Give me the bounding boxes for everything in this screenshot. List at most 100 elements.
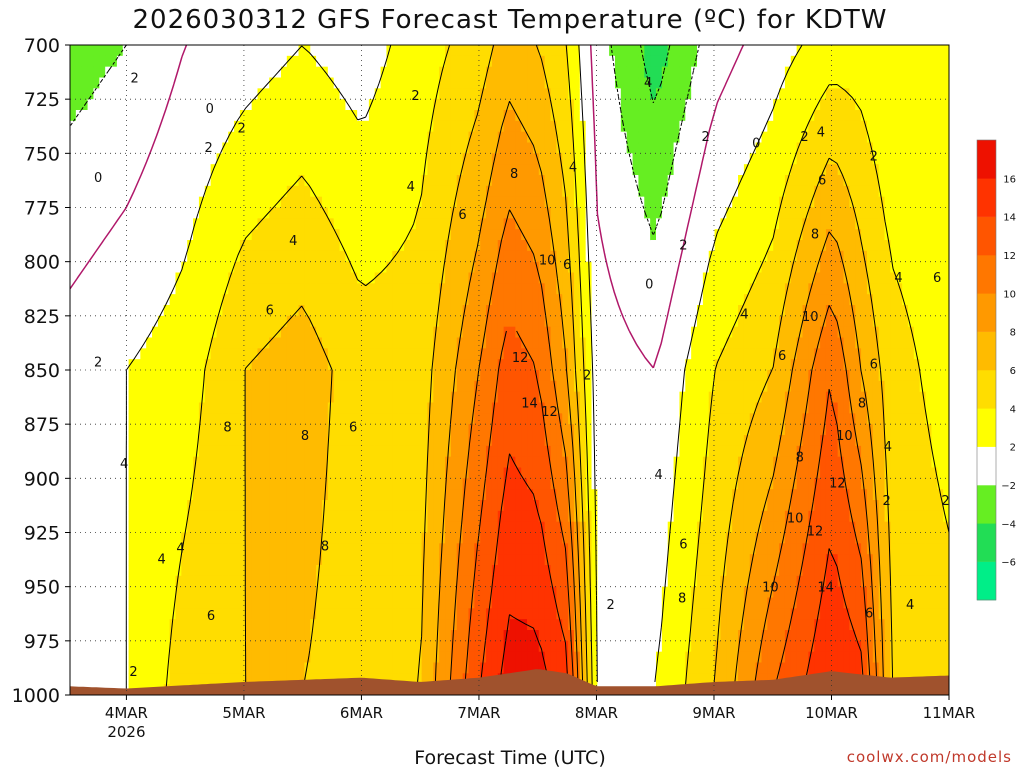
temperature-cell — [368, 467, 376, 479]
temperature-cell — [474, 207, 481, 219]
temperature-cell — [198, 554, 206, 566]
temperature-cell — [93, 532, 100, 544]
temperature-cell — [327, 456, 335, 469]
temperature-cell — [550, 185, 557, 198]
temperature-cell — [263, 619, 270, 631]
temperature-cell — [357, 305, 364, 317]
temperature-cell — [486, 565, 493, 577]
temperature-cell — [116, 359, 124, 371]
temperature-cell — [450, 250, 458, 263]
temperature-cell — [316, 402, 323, 414]
temperature-cell — [339, 218, 347, 230]
temperature-cell — [157, 543, 165, 555]
temperature-cell — [497, 55, 505, 68]
temperature-cell — [409, 662, 417, 674]
temperature-cell — [204, 532, 212, 544]
temperature-cell — [480, 510, 487, 523]
temperature-cell — [474, 305, 481, 317]
temperature-cell — [509, 521, 516, 534]
temperature-cell — [251, 608, 259, 620]
temperature-cell — [140, 380, 147, 393]
temperature-cell — [87, 380, 95, 393]
temperature-cell — [275, 673, 282, 685]
temperature-cell — [404, 218, 411, 230]
temperature-cell — [105, 88, 112, 100]
temperature-cell — [386, 640, 393, 653]
temperature-cell — [386, 586, 393, 599]
temperature-cell — [357, 359, 364, 371]
temperature-cell — [257, 608, 264, 620]
temperature-cell — [116, 413, 124, 425]
temperature-cell — [497, 521, 505, 534]
temperature-cell — [357, 175, 364, 187]
temperature-cell — [140, 608, 147, 620]
temperature-cell — [480, 305, 487, 317]
temperature-cell — [310, 55, 317, 68]
temperature-cell — [333, 77, 341, 89]
temperature-cell — [368, 391, 376, 404]
temperature-cell — [374, 218, 382, 230]
temperature-cell — [421, 402, 429, 414]
temperature-cell — [275, 543, 282, 555]
temperature-cell — [181, 77, 188, 89]
temperature-cell — [357, 88, 364, 100]
temperature-cell — [503, 229, 511, 241]
temperature-cell — [263, 207, 270, 219]
temperature-cell — [140, 467, 147, 479]
temperature-cell — [181, 218, 188, 230]
temperature-cell — [228, 99, 235, 111]
temperature-cell — [380, 662, 388, 674]
temperature-cell — [415, 402, 423, 414]
temperature-cell — [87, 142, 95, 154]
temperature-cell — [427, 402, 434, 414]
temperature-cell — [310, 272, 317, 284]
temperature-cell — [421, 120, 429, 133]
temperature-cell — [357, 500, 364, 512]
temperature-cell — [321, 142, 329, 154]
temperature-cell — [421, 359, 429, 371]
temperature-cell — [93, 521, 100, 534]
temperature-cell — [239, 261, 247, 274]
temperature-cell — [521, 597, 528, 609]
temperature-cell — [152, 294, 159, 306]
temperature-cell — [286, 348, 294, 360]
temperature-cell — [75, 240, 83, 252]
temperature-cell — [111, 229, 118, 241]
temperature-cell — [427, 651, 434, 664]
temperature-cell — [257, 250, 264, 263]
temperature-cell — [392, 424, 399, 436]
temperature-cell — [93, 196, 100, 209]
temperature-cell — [491, 99, 499, 111]
temperature-cell — [163, 456, 171, 469]
temperature-cell — [357, 55, 364, 68]
temperature-cell — [140, 66, 147, 79]
temperature-cell — [486, 402, 493, 414]
temperature-cell — [427, 370, 434, 382]
temperature-cell — [163, 175, 171, 187]
temperature-cell — [152, 391, 159, 404]
temperature-cell — [70, 153, 77, 165]
temperature-cell — [327, 565, 335, 577]
temperature-cell — [275, 77, 282, 89]
temperature-cell — [345, 370, 352, 382]
temperature-cell — [152, 456, 159, 469]
temperature-cell — [503, 250, 511, 263]
temperature-cell — [105, 305, 112, 317]
temperature-cell — [374, 326, 382, 339]
temperature-cell — [351, 456, 358, 469]
temperature-cell — [480, 478, 487, 490]
temperature-cell — [269, 662, 276, 674]
temperature-cell — [456, 99, 464, 111]
temperature-cell — [286, 153, 294, 165]
temperature-cell — [216, 467, 223, 479]
temperature-cell — [234, 120, 241, 133]
temperature-cell — [99, 131, 106, 144]
temperature-cell — [152, 120, 159, 133]
temperature-cell — [75, 337, 83, 349]
temperature-cell — [128, 77, 136, 89]
temperature-cell — [509, 45, 516, 57]
temperature-cell — [351, 424, 358, 436]
temperature-cell — [286, 326, 294, 339]
temperature-cell — [93, 359, 100, 371]
temperature-cell — [304, 294, 311, 306]
